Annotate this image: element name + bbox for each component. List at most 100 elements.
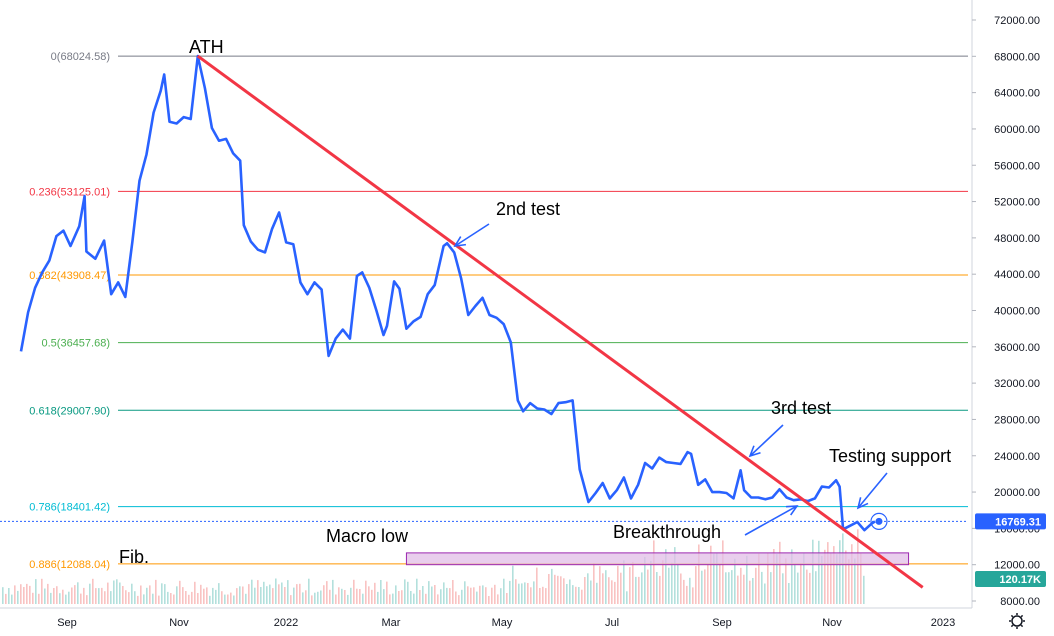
volume-bar xyxy=(272,588,274,604)
x-tick-label: 2023 xyxy=(931,617,955,629)
volume-bar xyxy=(161,583,163,604)
volume-bar xyxy=(263,581,265,604)
volume-bar xyxy=(554,574,556,604)
annotations: ATH 2nd test 3rd test Testing support Breakt… xyxy=(119,37,951,567)
volume-bar xyxy=(257,580,259,604)
volume-bar xyxy=(548,574,550,604)
volume-bar xyxy=(41,578,43,604)
volume-bar xyxy=(329,589,331,604)
volume-bar xyxy=(278,584,280,604)
volume-bar xyxy=(770,572,772,604)
x-tick-label: Sep xyxy=(57,617,77,629)
volume-bar xyxy=(524,582,526,604)
volume-bar xyxy=(188,594,190,604)
settings-icon[interactable] xyxy=(1009,613,1025,629)
volume-bar xyxy=(473,587,475,604)
y-tick-label: 68000.00 xyxy=(994,51,1040,63)
volume-bar xyxy=(143,594,145,604)
volume-bar xyxy=(224,594,226,604)
x-tick-label: 2022 xyxy=(274,617,298,629)
annotation-label: Fib. xyxy=(119,547,149,567)
volume-bar xyxy=(53,588,55,604)
volume-bar xyxy=(551,568,553,604)
volume-bar xyxy=(635,576,637,604)
annotation-label: 2nd test xyxy=(496,199,560,219)
volume-bar xyxy=(125,590,127,604)
annotation-label: Macro low xyxy=(326,526,409,546)
annotation-label: Testing support xyxy=(829,446,951,466)
volume-bar xyxy=(197,593,199,604)
volume-bar xyxy=(137,595,139,604)
volume-bar xyxy=(368,586,370,604)
volume-bar xyxy=(203,588,205,604)
y-tick-label: 52000.00 xyxy=(994,197,1040,209)
volume-bar xyxy=(623,560,625,604)
volume-bar xyxy=(65,594,67,604)
volume-bar xyxy=(758,553,760,604)
volume-bar xyxy=(593,563,595,604)
volume-bar xyxy=(647,569,649,604)
volume-bar xyxy=(206,587,208,604)
volume-bar xyxy=(674,547,676,604)
volume-bar xyxy=(503,578,505,604)
volume-bar xyxy=(419,590,421,604)
volume-bar xyxy=(476,591,478,604)
volume-bar xyxy=(200,584,202,604)
volume-bar xyxy=(749,580,751,604)
volume-bar xyxy=(392,593,394,604)
x-tick-label: Sep xyxy=(712,617,732,629)
arrow-3rd-test xyxy=(749,424,784,457)
annotation-label: 3rd test xyxy=(771,398,831,418)
volume-bar xyxy=(725,572,727,604)
volume-bar xyxy=(2,587,4,604)
volume-bar xyxy=(530,587,532,604)
volume-bar xyxy=(557,575,559,604)
x-tick-label: Nov xyxy=(822,617,842,629)
volume-bar xyxy=(113,580,115,604)
volume-bar xyxy=(56,586,58,604)
volume-bar xyxy=(182,587,184,604)
y-tick-label: 24000.00 xyxy=(994,451,1040,463)
volume-bar xyxy=(116,579,118,604)
volume-bar xyxy=(305,590,307,604)
volume-bar xyxy=(569,579,571,604)
volume-bar xyxy=(734,558,736,604)
volume-bar xyxy=(836,554,838,604)
volume-bar xyxy=(731,570,733,604)
volume-bar xyxy=(233,595,235,604)
volume-bar xyxy=(668,567,670,604)
volume-bar xyxy=(605,570,607,604)
volume-bar xyxy=(251,579,253,604)
volume-bar xyxy=(170,593,172,604)
volume-tag xyxy=(975,571,1046,587)
volume-bar xyxy=(425,593,427,604)
volume-bar xyxy=(371,589,373,604)
y-tick-label: 20000.00 xyxy=(994,487,1040,499)
volume-bar xyxy=(236,588,238,604)
arrow-testing-support xyxy=(857,472,888,509)
volume-bar xyxy=(563,578,565,604)
volume-bar xyxy=(686,585,688,604)
volume-bar xyxy=(140,585,142,604)
volume-bar xyxy=(545,588,547,604)
volume-bar xyxy=(848,559,850,604)
volume-bar xyxy=(308,578,310,604)
volume-bar xyxy=(356,588,358,604)
y-axis[interactable]: 72000.00 68000.00 64000.00 60000.00 56000.00… xyxy=(971,0,1040,608)
volume-bar xyxy=(410,591,412,604)
volume-bar xyxy=(239,586,241,604)
volume-bar xyxy=(575,586,577,604)
volume-bar xyxy=(152,593,154,604)
trendline xyxy=(196,54,924,589)
y-tick-label: 48000.00 xyxy=(994,233,1040,245)
volume-bar xyxy=(842,533,844,604)
volume-bar xyxy=(413,593,415,604)
volume-bar xyxy=(434,585,436,604)
volume-bar xyxy=(110,591,112,604)
volume-bar xyxy=(14,585,16,604)
volume-bar xyxy=(677,564,679,604)
fib-level-label: 0.236(53125.01) xyxy=(29,186,110,198)
volume-bar xyxy=(23,587,25,604)
x-axis[interactable]: Sep Nov 2022 Mar May Jul Sep Nov 2023 xyxy=(0,607,972,629)
volume-bar xyxy=(515,579,517,604)
